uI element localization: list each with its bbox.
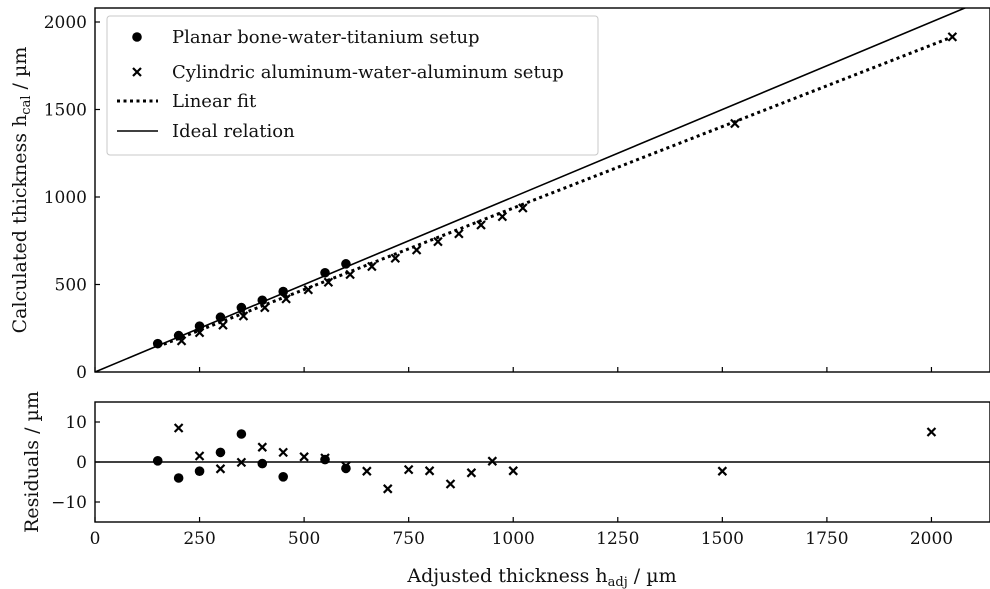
cylindric-residual-point [926, 427, 937, 437]
cylindric-point [367, 261, 377, 272]
x-tick-label: 2000 [910, 529, 953, 549]
residual-y-axis-title: Residuals / µm [21, 391, 43, 533]
cylindric-point [730, 118, 740, 129]
cylindric-residual-point [341, 461, 351, 471]
linear-fit-line [157, 35, 953, 349]
cylindric-point [238, 311, 249, 321]
cylindric-residual-point [445, 479, 456, 489]
cylindric-residual-point [403, 464, 414, 475]
x-tick-label: 1500 [701, 529, 744, 549]
cylindric-point [218, 320, 228, 330]
cylindric-residual-point [424, 466, 435, 476]
cylindric-point [433, 236, 443, 247]
planar-residual-point [173, 473, 184, 483]
x-axis-title: Adjusted thickness hadj / µm [406, 565, 676, 589]
main-y-ticks: 0 500 1000 1500 2000 [44, 13, 933, 383]
planar-residual-point [257, 458, 268, 469]
x-tick-label: 500 [288, 529, 320, 549]
cylindric-point [497, 211, 508, 222]
cylindric-point [476, 220, 486, 230]
planar-residual-point [320, 454, 330, 465]
planar-residual-point [215, 447, 226, 458]
planar-residual-point [194, 466, 205, 477]
cylindric-residual-point [236, 457, 247, 468]
main-y-axis-title: Calculated thickness hcal / µm [9, 47, 34, 334]
main-plot: 0 500 1000 1500 2000 Calculated thickness hc… [9, 7, 990, 383]
cylindric-residual-point [278, 447, 288, 458]
cylindric-point [281, 294, 291, 304]
planar-point [257, 295, 268, 306]
main-marks [95, 8, 967, 372]
planar-point [194, 321, 205, 331]
main-y-tick-label: 2000 [44, 13, 87, 33]
cylindric-point [345, 269, 355, 280]
cylindric-residual-point [173, 423, 184, 433]
residual-y-tick-label: 10 [65, 413, 87, 433]
cylindric-residual-point [382, 484, 393, 494]
legend-marker-planar [132, 32, 142, 42]
x-tick-label: 750 [392, 529, 424, 549]
legend-label-linear-fit: Linear fit [172, 91, 257, 112]
x-tick-label: 250 [183, 529, 215, 549]
legend-label-cylindric: Cylindric aluminum-water-aluminum setup [172, 62, 564, 83]
cylindric-point [260, 302, 270, 313]
cylindric-point [947, 32, 958, 42]
cylindric-residual-point [257, 442, 268, 452]
main-y-tick-label: 1000 [44, 188, 87, 208]
planar-point [152, 338, 163, 349]
cylindric-residual-point [299, 452, 309, 462]
planar-residual-point [236, 429, 247, 439]
cylindric-residual-point [466, 468, 477, 478]
cylindric-residual-point [717, 466, 728, 476]
cylindric-residual-point [487, 456, 498, 466]
cylindric-point [323, 277, 334, 288]
x-tick-label: 1250 [596, 529, 639, 549]
planar-point [320, 267, 330, 278]
cylindric-residual-point [508, 466, 519, 476]
cylindric-residual-point [320, 453, 330, 463]
residual-y-tick-label: −10 [51, 493, 87, 513]
cylindric-residual-point [362, 466, 372, 476]
main-y-tick-label: 0 [76, 363, 87, 383]
cylindric-point [454, 228, 464, 239]
legend-marker-cylindric [132, 67, 142, 77]
cylindric-point [176, 336, 187, 346]
main-y-tick-label: 500 [55, 276, 87, 296]
planar-residual-point [152, 456, 163, 466]
planar-residual-point [278, 472, 289, 482]
planar-point [215, 312, 226, 323]
x-tick-label: 0 [90, 529, 101, 549]
x-tick-label: 1750 [805, 529, 848, 549]
residual-y-tick-label: 0 [76, 453, 87, 473]
legend-box [106, 15, 599, 156]
cylindric-point [411, 245, 422, 255]
cylindric-point [194, 327, 205, 338]
main-plot-frame [94, 7, 990, 373]
cylindric-residual-point [194, 451, 205, 461]
legend-label-ideal: Ideal relation [172, 121, 295, 142]
cylindric-point [390, 253, 401, 264]
cylindric-point [518, 203, 528, 213]
planar-point [278, 286, 289, 297]
legend-label-planar: Planar bone-water-titanium setup [172, 27, 480, 48]
cylindric-point [303, 284, 314, 295]
x-tick-label: 1000 [492, 529, 535, 549]
planar-residual-point [341, 463, 351, 474]
planar-point [341, 259, 351, 269]
planar-point [236, 302, 247, 313]
cylindric-residual-point [215, 464, 226, 474]
legend: Planar bone-water-titanium setup Cylindr… [106, 15, 599, 156]
residual-marks [95, 423, 990, 494]
main-y-tick-label: 1500 [44, 101, 87, 121]
planar-point [173, 330, 184, 341]
